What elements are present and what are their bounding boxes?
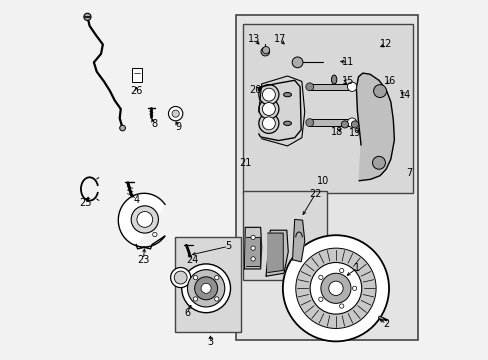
Circle shape <box>182 264 230 313</box>
Polygon shape <box>265 230 287 276</box>
Circle shape <box>83 13 91 21</box>
Circle shape <box>318 297 323 301</box>
Bar <box>308 120 351 126</box>
Bar <box>378 316 384 320</box>
Polygon shape <box>118 193 164 249</box>
Circle shape <box>214 275 219 280</box>
Text: 7: 7 <box>406 168 412 178</box>
Ellipse shape <box>331 75 336 84</box>
Text: 25: 25 <box>80 198 92 208</box>
Circle shape <box>187 270 224 307</box>
Circle shape <box>261 47 269 56</box>
Circle shape <box>262 117 275 130</box>
Circle shape <box>262 46 269 54</box>
Circle shape <box>339 269 343 273</box>
Circle shape <box>328 281 343 296</box>
Circle shape <box>250 257 255 261</box>
Circle shape <box>320 273 350 303</box>
Text: 24: 24 <box>186 255 198 265</box>
Text: 10: 10 <box>317 176 329 186</box>
Ellipse shape <box>283 93 291 97</box>
Bar <box>174 237 241 332</box>
Text: 16: 16 <box>383 76 395 86</box>
Circle shape <box>309 262 361 314</box>
Polygon shape <box>258 76 304 146</box>
Polygon shape <box>291 220 304 262</box>
Circle shape <box>341 121 348 128</box>
Circle shape <box>170 267 190 288</box>
Circle shape <box>168 107 183 121</box>
Circle shape <box>305 119 313 127</box>
Text: 20: 20 <box>248 85 261 95</box>
Circle shape <box>346 82 356 91</box>
Bar <box>242 24 412 193</box>
Circle shape <box>214 297 219 301</box>
Text: 1: 1 <box>354 263 360 273</box>
Circle shape <box>174 271 187 284</box>
Bar <box>308 84 351 90</box>
Bar <box>235 15 418 339</box>
Bar <box>132 68 142 82</box>
Text: 18: 18 <box>330 127 343 136</box>
Circle shape <box>318 275 323 279</box>
Text: 19: 19 <box>348 128 360 138</box>
Circle shape <box>250 235 255 239</box>
Bar <box>65 1 236 359</box>
Circle shape <box>292 57 303 68</box>
Circle shape <box>305 83 313 91</box>
Circle shape <box>339 304 343 308</box>
Circle shape <box>172 110 179 117</box>
Text: 21: 21 <box>239 158 251 168</box>
Text: 13: 13 <box>247 35 260 44</box>
Circle shape <box>137 212 152 227</box>
Text: 17: 17 <box>273 35 285 44</box>
Text: 8: 8 <box>151 120 157 129</box>
Text: 14: 14 <box>398 90 410 100</box>
Polygon shape <box>245 237 259 266</box>
Circle shape <box>193 297 197 301</box>
Circle shape <box>295 248 375 328</box>
Text: 12: 12 <box>379 40 391 49</box>
Text: 15: 15 <box>341 76 353 86</box>
Circle shape <box>120 125 125 131</box>
Circle shape <box>258 113 278 134</box>
Bar <box>242 191 326 280</box>
Text: 4: 4 <box>133 195 139 205</box>
Circle shape <box>346 118 356 127</box>
Circle shape <box>372 156 385 169</box>
Circle shape <box>250 246 255 250</box>
Polygon shape <box>356 73 394 181</box>
Text: 26: 26 <box>130 86 142 96</box>
Circle shape <box>258 99 278 119</box>
Circle shape <box>194 277 217 300</box>
Text: 9: 9 <box>175 122 181 132</box>
Circle shape <box>131 206 158 233</box>
Text: 23: 23 <box>137 255 149 265</box>
Text: 6: 6 <box>183 309 190 318</box>
Polygon shape <box>258 80 301 140</box>
Circle shape <box>258 85 278 105</box>
Circle shape <box>201 283 211 293</box>
Circle shape <box>282 235 388 341</box>
Text: 5: 5 <box>225 241 231 251</box>
Text: 2: 2 <box>382 319 388 329</box>
Circle shape <box>373 85 386 98</box>
Polygon shape <box>244 227 261 269</box>
Ellipse shape <box>283 121 291 126</box>
Text: 11: 11 <box>342 57 354 67</box>
Text: 22: 22 <box>308 189 321 199</box>
Circle shape <box>351 121 358 128</box>
Circle shape <box>193 275 197 280</box>
Circle shape <box>152 232 157 237</box>
Circle shape <box>262 88 275 101</box>
Circle shape <box>352 286 356 291</box>
Circle shape <box>262 103 275 116</box>
Polygon shape <box>267 233 283 273</box>
Text: 3: 3 <box>207 337 213 347</box>
